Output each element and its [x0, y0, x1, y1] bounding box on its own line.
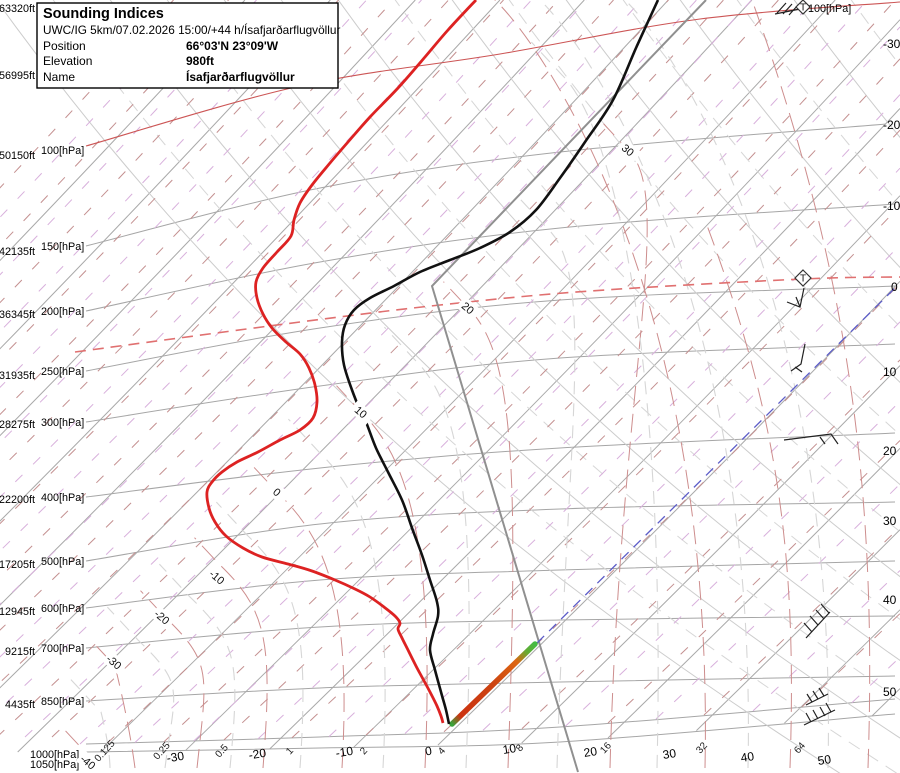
svg-text:Ísafjarðarflugvöllur: Ísafjarðarflugvöllur: [186, 69, 295, 84]
svg-text:T: T: [800, 3, 806, 14]
svg-text:40: 40: [740, 749, 756, 765]
svg-text:400[hPa]: 400[hPa]: [41, 492, 84, 504]
svg-text:31935ft: 31935ft: [0, 370, 35, 382]
svg-text:0: 0: [424, 744, 433, 759]
svg-text:-30: -30: [166, 749, 186, 766]
svg-text:12945ft: 12945ft: [0, 606, 35, 618]
svg-text:20: 20: [583, 744, 599, 760]
svg-text:10: 10: [502, 741, 518, 757]
svg-text:150[hPa]: 150[hPa]: [41, 241, 84, 253]
svg-text:30: 30: [883, 514, 897, 528]
svg-text:Position: Position: [43, 39, 86, 53]
svg-text:100[hPa]: 100[hPa]: [808, 3, 851, 15]
svg-text:Sounding Indices: Sounding Indices: [43, 6, 164, 22]
svg-text:17205ft: 17205ft: [0, 559, 35, 571]
svg-text:8: 8: [514, 742, 526, 754]
svg-text:66°03'N 23°09'W: 66°03'N 23°09'W: [186, 39, 279, 53]
svg-text:9215ft: 9215ft: [5, 646, 35, 658]
svg-text:42135ft: 42135ft: [0, 246, 35, 258]
svg-text:28275ft: 28275ft: [0, 419, 35, 431]
svg-text:30: 30: [662, 746, 678, 762]
svg-text:56995ft: 56995ft: [0, 70, 35, 82]
svg-text:4435ft: 4435ft: [5, 699, 35, 711]
svg-text:300[hPa]: 300[hPa]: [41, 417, 84, 429]
svg-text:4: 4: [436, 745, 448, 757]
svg-text:36345ft: 36345ft: [0, 309, 35, 321]
svg-text:100[hPa]: 100[hPa]: [41, 145, 84, 157]
svg-text:1000[hPa]: 1000[hPa]: [30, 749, 79, 761]
svg-text:0: 0: [891, 280, 898, 294]
svg-text:10: 10: [883, 365, 897, 379]
svg-text:22200ft: 22200ft: [0, 494, 35, 506]
svg-text:-20: -20: [248, 746, 268, 763]
svg-text:63320ft: 63320ft: [0, 3, 35, 15]
svg-text:600[hPa]: 600[hPa]: [41, 603, 84, 615]
svg-text:1050[hPa]: 1050[hPa]: [30, 759, 79, 771]
svg-text:-10: -10: [883, 199, 900, 213]
svg-text:UWC/IG 5km/07.02.2026 15:00/+4: UWC/IG 5km/07.02.2026 15:00/+44 h/Ísafja…: [43, 23, 340, 37]
svg-text:1: 1: [284, 745, 296, 757]
svg-text:-20: -20: [883, 118, 900, 132]
svg-text:200[hPa]: 200[hPa]: [41, 306, 84, 318]
svg-text:980ft: 980ft: [186, 54, 214, 68]
svg-text:500[hPa]: 500[hPa]: [41, 556, 84, 568]
svg-text:850[hPa]: 850[hPa]: [41, 696, 84, 708]
svg-text:2: 2: [358, 745, 370, 757]
svg-text:700[hPa]: 700[hPa]: [41, 643, 84, 655]
svg-text:Elevation: Elevation: [43, 54, 92, 68]
svg-text:T: T: [800, 274, 806, 285]
svg-text:50150ft: 50150ft: [0, 150, 35, 162]
svg-text:-30: -30: [883, 37, 900, 51]
svg-text:40: 40: [883, 593, 897, 607]
svg-text:250[hPa]: 250[hPa]: [41, 366, 84, 378]
svg-text:50: 50: [817, 752, 833, 768]
svg-text:Name: Name: [43, 70, 75, 84]
svg-text:20: 20: [883, 444, 897, 458]
svg-text:50: 50: [883, 685, 897, 699]
svg-text:-10: -10: [335, 744, 355, 761]
